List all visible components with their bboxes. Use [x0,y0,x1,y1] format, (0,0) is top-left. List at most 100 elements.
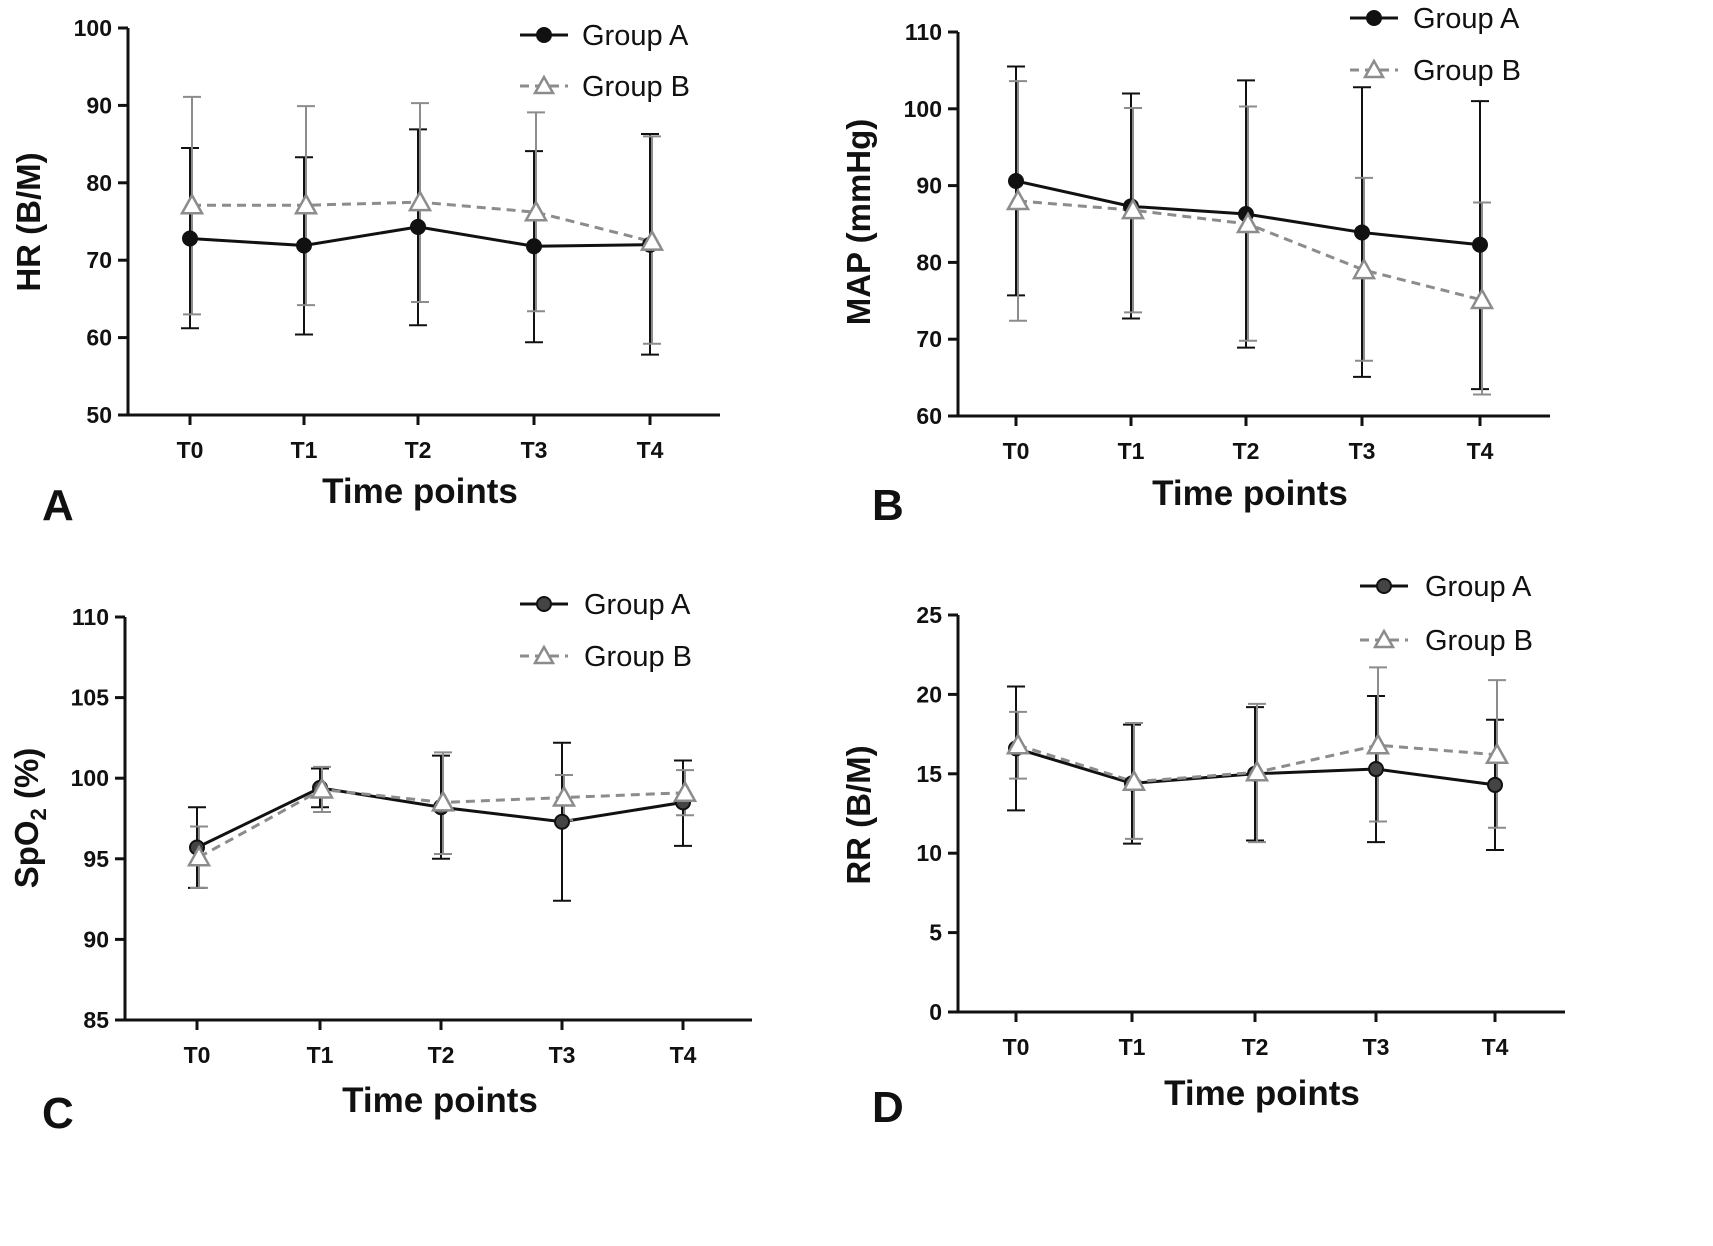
y-tick-label: 80 [916,249,942,275]
legend-label-group-a: Group A [1413,3,1520,35]
y-tick-label: 60 [86,325,112,351]
y-tick-label: 110 [905,19,942,45]
data-point-group-a [1368,761,1384,778]
panel-letter: B [872,481,904,530]
x-tick-label-t4: T4 [670,1042,697,1068]
data-point-group-b [1235,211,1261,234]
y-axis-title: RR (B/M) [840,745,877,884]
series-group-b [190,751,694,889]
y-tick-label: 70 [86,247,112,273]
x-axis-title: Time points [342,1081,538,1120]
x-tick-label-t1: T1 [307,1042,334,1068]
data-point-group-a [1008,172,1024,189]
x-tick-label-t2: T2 [405,437,432,463]
x-tick-label-t0: T0 [1003,438,1030,464]
data-point-group-a [1487,776,1503,793]
legend-marker-group-a [1376,578,1392,594]
x-tick-label-t4: T4 [1482,1034,1509,1060]
x-tick-label-t1: T1 [291,437,318,463]
y-tick-label: 90 [916,173,942,199]
data-point-group-b [407,189,433,212]
data-point-group-b [186,844,212,867]
data-point-group-b [430,789,456,812]
data-point-group-b [639,229,665,251]
panel-letter: C [42,1089,74,1138]
data-point-group-b [1005,188,1031,211]
legend-marker-group-a [536,596,552,612]
y-axis-title: HR (B/M) [10,152,47,291]
legend-label-group-b: Group B [1425,625,1533,657]
y-tick-label: 80 [86,170,112,196]
y-tick-label: 60 [916,403,942,429]
data-point-group-b [551,784,577,807]
legend-label-group-b: Group B [584,641,692,673]
y-tick-label: 50 [86,402,112,428]
y-tick-label: 90 [83,926,109,952]
legend: Group A Group B [1360,571,1533,657]
y-tick-label: 20 [916,681,942,707]
data-point-group-a [1472,236,1488,253]
data-point-group-a [1354,224,1370,241]
x-tick-label-t3: T3 [521,437,548,463]
data-point-group-b [309,776,335,799]
legend-label-group-b: Group B [1413,55,1521,87]
y-tick-label: 100 [904,96,942,122]
x-tick-label-t2: T2 [428,1042,455,1068]
x-tick-label-t0: T0 [184,1042,211,1068]
legend-marker-group-b [1372,628,1396,649]
y-axis-title: MAP (mmHg) [840,119,877,326]
data-point-group-a [554,813,570,830]
legend-marker-group-b [532,644,556,665]
x-tick-label-t4: T4 [637,437,664,463]
x-tick-label-t3: T3 [549,1042,576,1068]
data-point-group-a [296,237,312,254]
x-tick-label-t3: T3 [1363,1034,1390,1060]
legend-marker-group-a [536,27,552,43]
series-group-b [1009,666,1506,844]
legend-marker-group-b [532,74,556,95]
x-axis-title: Time points [1164,1074,1360,1113]
data-point-group-b [293,192,319,215]
legend: Group A Group B [1350,3,1521,87]
data-point-group-b [1121,769,1147,791]
x-tick-label-t0: T0 [1003,1034,1030,1060]
y-tick-label: 5 [929,920,942,946]
y-tick-label: 105 [71,685,110,711]
data-point-group-a [410,218,426,235]
data-point-group-b [1469,287,1495,310]
y-axis-title: SpO2 (%) [8,748,51,889]
legend: Group A Group B [520,589,692,673]
legend-label-group-b: Group B [582,71,690,103]
y-tick-label: 10 [916,840,942,866]
y-tick-label: 95 [83,846,109,872]
y-tick-label: 0 [929,999,942,1025]
x-tick-label-t2: T2 [1242,1034,1269,1060]
legend-marker-group-a [1366,10,1382,26]
panel-letter: A [42,481,74,530]
y-tick-label: 110 [72,604,109,630]
data-point-group-b [1005,732,1031,755]
data-point-group-b [1484,742,1510,764]
y-tick-label: 15 [916,761,942,787]
legend: Group A Group B [520,20,690,103]
data-point-group-b [1365,732,1391,755]
data-point-group-a [526,238,542,255]
y-tick-label: 90 [86,92,112,118]
panel-d: 0 5 10 15 20 25 T0 T1 T2 T3 T4 Time points RR (B/M) D… [840,571,1565,1132]
y-tick-label: 70 [916,326,942,352]
data-point-group-b [523,199,549,222]
y-tick-label: 85 [83,1007,109,1033]
data-point-group-a [182,230,198,247]
y-tick-label: 100 [74,15,112,41]
legend-label-group-a: Group A [1425,571,1532,603]
legend-marker-group-b [1362,58,1386,79]
panel-c: 85 90 95 100 105 110 T0 T1 T2 T3 T4 Time points SpO2… [8,589,752,1138]
panel-letter: D [872,1083,904,1132]
panel-a: 50 60 70 80 90 100 T0 T1 T2 T3 T4 Time points HR (B/… [10,15,720,530]
data-point-group-b [1244,759,1270,782]
data-point-group-b [179,192,205,215]
panel-b: 60 70 80 90 100 110 T0 T1 T2 T3 T4 Time points MAP (… [840,3,1550,530]
x-tick-label-t2: T2 [1233,438,1260,464]
x-tick-label-t3: T3 [1349,438,1376,464]
